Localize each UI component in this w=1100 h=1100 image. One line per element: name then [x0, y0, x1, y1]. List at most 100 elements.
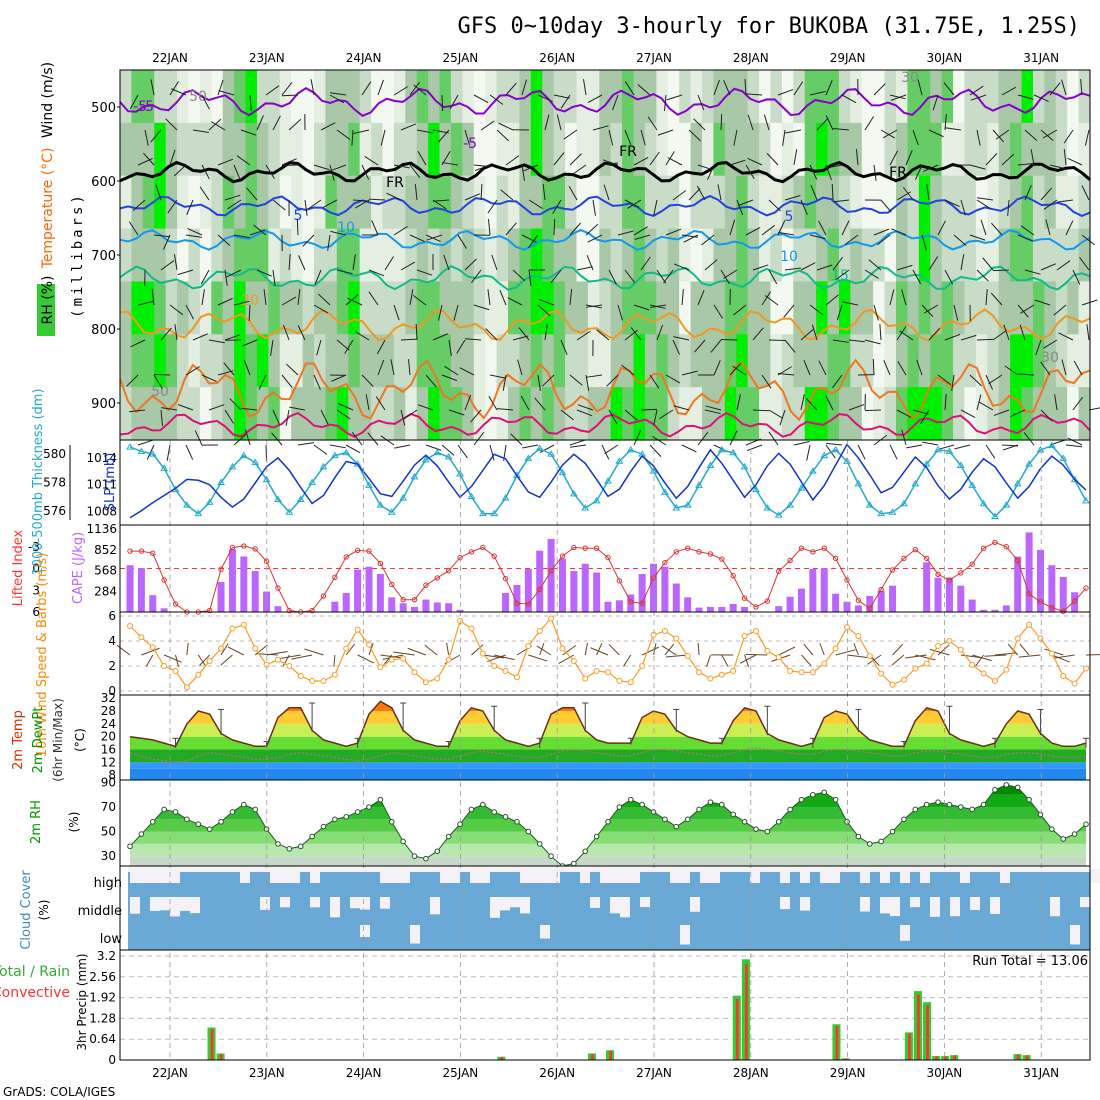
thickness-point	[274, 495, 282, 502]
lifted-index-label: Lifted Index	[11, 529, 26, 606]
wind-barb	[473, 304, 490, 311]
rh-shade-cell	[542, 334, 555, 388]
wind-barb	[285, 409, 290, 426]
wind-barb	[441, 444, 455, 456]
wind-barb	[905, 150, 913, 166]
cloud-clear-cell	[1000, 869, 1010, 883]
cloud-clear-cell	[530, 869, 540, 883]
rh-shade-cell	[473, 334, 486, 388]
wind-barb	[173, 254, 178, 271]
pressure-tick-label: 800	[91, 323, 116, 338]
thickness-point	[194, 509, 203, 517]
wind-barb	[330, 230, 347, 236]
wind-barb	[916, 359, 923, 376]
li-point	[229, 544, 236, 551]
dewpt-line	[129, 747, 1087, 764]
rh2m-unit-label: (%)	[67, 812, 81, 833]
wind-barb	[763, 114, 770, 131]
wind-barb	[185, 366, 200, 376]
thickness-point	[854, 479, 863, 487]
cloud-clear-cell	[620, 897, 630, 918]
wind10m-barb	[446, 642, 450, 656]
wind10m-point	[388, 656, 395, 663]
cape-tick-label: 852	[94, 543, 117, 557]
wind-barb	[256, 115, 264, 131]
date-label-bottom: 30JAN	[927, 1066, 963, 1080]
rh-shade-cell	[987, 281, 1000, 335]
rh-shade-cell	[770, 387, 783, 441]
wind-tick-label: 0	[108, 684, 116, 698]
rh-shade-cell	[188, 175, 201, 230]
wind-barb	[1042, 129, 1058, 139]
wind-barb	[674, 263, 690, 271]
wind-barb	[766, 153, 779, 166]
wind-barb	[960, 199, 966, 216]
wind10m-barb	[494, 654, 515, 661]
cloud-clear-cell	[380, 869, 390, 883]
cloud-clear-cell	[1070, 925, 1080, 945]
wind10m-point	[183, 684, 190, 691]
wind-barb	[313, 304, 329, 314]
wind-barb	[151, 289, 155, 306]
li-point	[1037, 599, 1044, 605]
rh-shade-cell	[975, 122, 988, 177]
wind10m-barb	[186, 642, 189, 656]
wind10m-point	[548, 615, 555, 622]
wind-barb	[310, 79, 315, 96]
rh-point	[149, 818, 156, 825]
rh-shade-cell	[804, 228, 817, 283]
cloud-clear-cell	[430, 897, 440, 915]
wind-barb	[347, 297, 363, 306]
li-point	[593, 545, 600, 551]
wind-barb	[969, 164, 986, 170]
wind-barb	[200, 269, 210, 285]
rh-point	[514, 818, 520, 825]
rh-point	[866, 841, 873, 847]
rh-shade-cell	[736, 228, 749, 283]
wind-barb	[146, 444, 155, 460]
wind-barb	[697, 94, 705, 111]
li-point	[445, 567, 452, 574]
thickness-point	[843, 457, 851, 464]
wind10m-barb	[558, 654, 575, 664]
wind-barb	[329, 444, 346, 449]
date-label-top: 25JAN	[443, 51, 479, 65]
wind-barb	[747, 157, 763, 166]
wind-barb	[432, 129, 449, 134]
cloud-row-middle: middle	[78, 904, 122, 919]
rh-point	[309, 833, 315, 840]
temp-tick-label: 32	[101, 691, 116, 705]
rh-shade-cell	[587, 281, 600, 335]
wind10m-point	[616, 678, 623, 684]
li-point	[958, 570, 964, 576]
wind-barb	[201, 374, 217, 383]
wind-barb	[185, 304, 194, 320]
wind-barb	[624, 199, 640, 208]
rh-point	[719, 801, 725, 808]
wind-barb	[201, 164, 210, 180]
rh-shade-cell	[1055, 334, 1068, 388]
rh-shade-cell	[953, 281, 966, 335]
wind-barb	[417, 404, 434, 411]
cloud-clear-cell	[960, 869, 970, 883]
wind-barb	[985, 444, 996, 459]
thickness-point	[365, 481, 373, 488]
rh-shade-cell	[896, 387, 909, 441]
rh-shade-cell	[702, 70, 715, 124]
date-label-top: 30JAN	[927, 51, 963, 65]
rh-shade-cell	[393, 70, 406, 124]
wind-barb	[1040, 361, 1051, 376]
rh-shade-cell	[348, 334, 361, 388]
wind-barb	[746, 93, 763, 96]
wind-barb	[816, 117, 829, 131]
wind-barb	[612, 94, 619, 111]
cloud-clear-cell	[680, 869, 690, 883]
rh-point	[252, 806, 258, 813]
wind-barb	[928, 129, 944, 138]
wind-barb	[844, 234, 859, 245]
wind-barb	[217, 234, 231, 247]
wind-barb	[1072, 269, 1081, 285]
cape-bar	[456, 609, 464, 612]
li-point	[354, 547, 361, 554]
rh-shade-cell	[393, 228, 406, 283]
